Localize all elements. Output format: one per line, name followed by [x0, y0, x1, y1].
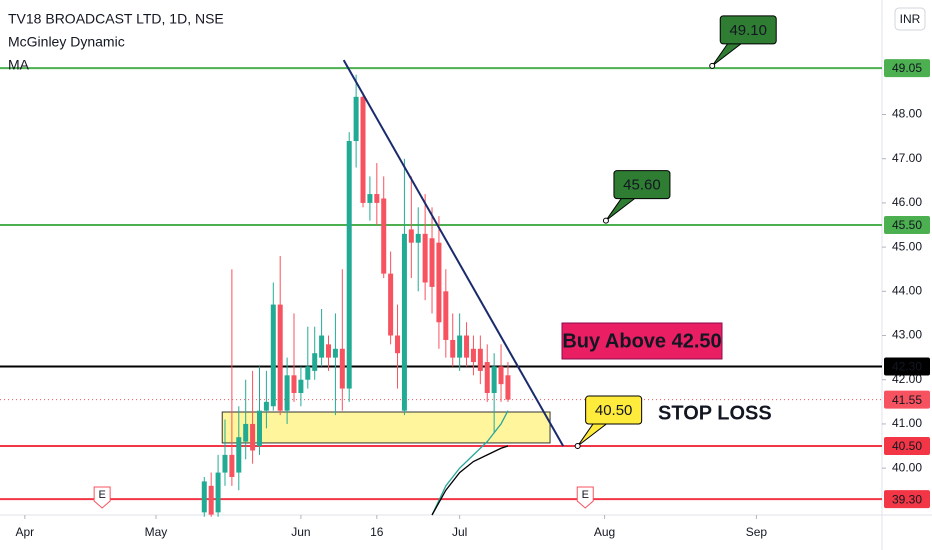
price-level-label: 40.50 [892, 439, 922, 453]
y-tick-label: 40.00 [892, 460, 922, 474]
price-level-badge [884, 216, 930, 235]
candle-body [436, 242, 442, 323]
candle-body [277, 304, 283, 411]
callout-label: 45.60 [623, 177, 661, 194]
plot: E E 49.10 45.60 40.50 [0, 15, 882, 517]
candle-body [215, 472, 221, 513]
buy-annotation: Buy Above 42.50 [562, 330, 721, 352]
price-level-badge [884, 490, 930, 509]
candle-body [243, 423, 249, 442]
stop-loss-annotation: STOP LOSS [658, 402, 772, 424]
symbol-title: TV18 BROADCAST LTD, 1D, NSE [8, 11, 224, 27]
candle-body [201, 481, 207, 513]
candle-body [250, 423, 256, 451]
callout-anchor [709, 62, 716, 69]
callout-anchor [602, 217, 609, 224]
candle-body [353, 96, 359, 142]
y-tick-label: 44.00 [892, 283, 922, 297]
candle-body [208, 485, 214, 515]
earnings-label: E [98, 489, 105, 501]
support-zone [221, 411, 551, 444]
y-tick-label: 41.00 [892, 416, 922, 430]
candle-body [388, 273, 394, 336]
currency-label: INR [900, 12, 921, 26]
callout-box [613, 170, 671, 200]
y-tick-label: 47.00 [892, 151, 922, 165]
candle-body [291, 375, 297, 393]
callout-label: 40.50 [595, 402, 633, 419]
candle-body [505, 375, 511, 400]
y-tick-label: 43.00 [892, 328, 922, 342]
candle-body [305, 366, 311, 380]
callout-box [719, 15, 777, 45]
x-tick-label: 16 [370, 525, 384, 539]
candle-body [477, 348, 483, 371]
currency-badge[interactable] [894, 7, 926, 31]
earnings-label: E [582, 489, 589, 501]
x-tick-label: Aug [594, 525, 615, 539]
candle-body [236, 437, 242, 473]
last-price-badge [884, 390, 930, 409]
price-level-badge [884, 437, 930, 456]
last-price-label: 41.55 [892, 393, 922, 407]
candle-body [450, 339, 456, 358]
x-tick-label: Jul [452, 525, 467, 539]
y-tick-label: 45.00 [892, 239, 922, 253]
candle-body [256, 410, 262, 447]
candle-body [326, 344, 332, 358]
candle-body [222, 454, 228, 473]
candle-body [415, 233, 421, 243]
indicator-line [431, 410, 509, 516]
candle-body [229, 454, 235, 477]
candle-body [270, 304, 276, 407]
earnings-marker [576, 486, 594, 509]
indicator-legend: MA [8, 57, 30, 73]
candle-body [319, 335, 325, 358]
candle-body [298, 379, 304, 393]
candle-body [263, 401, 269, 411]
candle-body [381, 198, 387, 274]
candle-body [470, 348, 476, 363]
x-tick-label: May [145, 525, 168, 539]
price-level-badge [884, 357, 930, 376]
candle-body [346, 141, 352, 389]
candle-body [443, 291, 449, 340]
candle-body [374, 194, 380, 203]
x-tick-label: Apr [16, 525, 35, 539]
y-tick-label: 48.00 [892, 107, 922, 121]
callout-label: 49.10 [729, 22, 767, 39]
indicator-line [431, 445, 509, 516]
candle-body [429, 238, 435, 287]
candle-body [312, 353, 318, 371]
price-level-label: 49.05 [892, 61, 922, 75]
candle-body [367, 194, 373, 203]
candle-body [464, 335, 470, 358]
candle-body [401, 233, 407, 411]
buy-box [561, 322, 723, 360]
candle-body [332, 348, 338, 358]
candle-body [408, 229, 414, 243]
price-level-label: 45.50 [892, 218, 922, 232]
price-level-label: 39.30 [892, 492, 922, 506]
x-tick-label: Jun [291, 525, 310, 539]
candle-body [284, 375, 290, 411]
price-level-label: 42.30 [892, 360, 922, 374]
callout-box [585, 395, 643, 425]
x-tick-label: Sep [746, 525, 768, 539]
earnings-marker [93, 486, 111, 509]
indicator-legend: McGinley Dynamic [8, 34, 125, 50]
y-tick-label: 46.00 [892, 195, 922, 209]
candle-body [484, 362, 490, 393]
callout-anchor [574, 443, 581, 450]
candle-body [360, 96, 366, 203]
trendline [342, 59, 565, 447]
candle-body [491, 366, 497, 393]
price-level-badge [884, 59, 930, 78]
candle-body [339, 348, 345, 389]
candle-body [395, 335, 401, 354]
candle-body [422, 233, 428, 283]
candle-body [498, 366, 504, 385]
candle-body [457, 335, 463, 358]
